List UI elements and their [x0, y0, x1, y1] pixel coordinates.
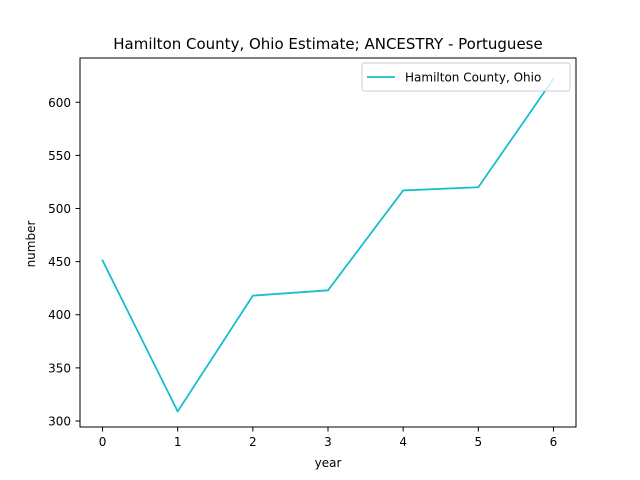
chart-title: Hamilton County, Ohio Estimate; ANCESTRY… [113, 35, 542, 53]
x-tick-label: 2 [249, 435, 257, 449]
data-point [101, 259, 104, 262]
x-tick-label: 0 [99, 435, 107, 449]
y-tick-label: 350 [48, 361, 71, 375]
y-axis-label: number [24, 221, 38, 268]
y-tick-label: 600 [48, 96, 71, 110]
legend-label: Hamilton County, Ohio [405, 71, 541, 85]
x-tick-label: 4 [399, 435, 407, 449]
data-point [327, 289, 329, 292]
plot-area [80, 58, 576, 427]
tick-group: 0 1 2 3 4 5 6 300 350 400 450 500 550 600 [48, 96, 557, 449]
data-point [176, 410, 179, 413]
y-tick-label: 550 [48, 149, 71, 163]
plot-background [80, 58, 576, 427]
data-point [477, 186, 480, 189]
x-axis-label: year [315, 456, 342, 470]
legend-box [361, 62, 571, 92]
y-tick-label: 300 [48, 414, 71, 428]
data-point [402, 189, 405, 192]
y-tick-label: 500 [48, 202, 71, 216]
x-tick-label: 6 [550, 435, 558, 449]
legend: Hamilton County, Ohio [361, 62, 571, 92]
x-tick-label: 3 [324, 435, 332, 449]
y-tick-label: 450 [48, 255, 71, 269]
x-tick-label: 1 [174, 435, 182, 449]
x-tick-label: 5 [474, 435, 482, 449]
y-tick-label: 400 [48, 308, 71, 322]
series-group [101, 77, 555, 413]
data-point [251, 294, 254, 297]
